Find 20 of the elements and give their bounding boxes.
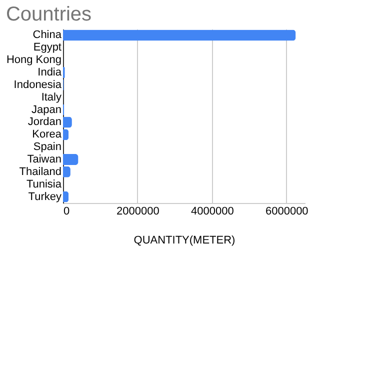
x-tick-label: 0: [64, 206, 70, 218]
y-tick-label: Hong Kong: [6, 54, 62, 66]
y-tick-label: Taiwan: [27, 154, 62, 166]
y-tick-label: China: [32, 29, 62, 42]
y-tick-label: Egypt: [33, 42, 62, 54]
x-tick-label: 6000000: [265, 206, 308, 218]
chart-title: Countries: [6, 4, 92, 26]
y-tick-label: Jordan: [28, 116, 62, 128]
y-tick-label: Turkey: [28, 190, 62, 203]
x-tick-label: 4000000: [191, 206, 234, 218]
y-tick-label: Italy: [41, 91, 62, 104]
x-tick-label: 2000000: [116, 206, 160, 218]
y-tick-label: Tunisia: [26, 178, 62, 190]
x-axis-title: QUANTITY(METER): [134, 234, 236, 246]
y-tick-label: Indonesia: [14, 78, 62, 91]
y-tick-label: India: [38, 66, 62, 78]
y-tick-label: Thailand: [19, 166, 62, 178]
y-tick-label: Spain: [33, 141, 62, 154]
y-tick-label: Korea: [32, 128, 62, 141]
y-tick-label: Japan: [32, 104, 62, 116]
